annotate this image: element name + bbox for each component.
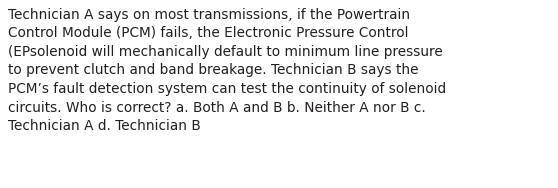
Text: Technician A says on most transmissions, if the Powertrain
Control Module (PCM) : Technician A says on most transmissions,…	[8, 8, 446, 133]
